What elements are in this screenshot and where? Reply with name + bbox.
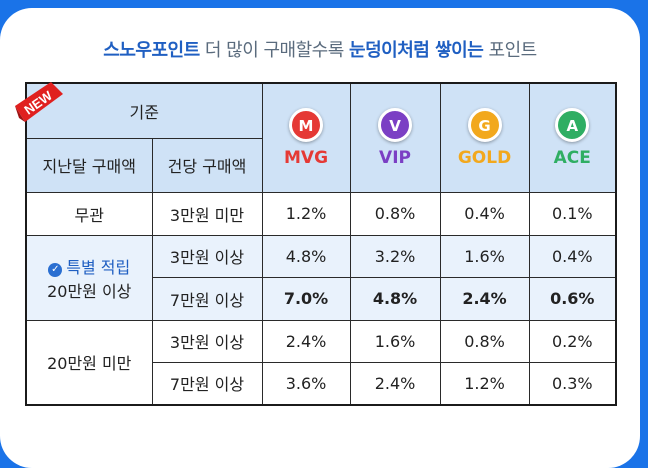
tier-name: VIP: [379, 147, 411, 168]
table-row: ✓ 특별 적립 20만원 이상 3만원 이상 4.8% 3.2% 1.6% 0.4…: [25, 234, 617, 321]
rate-cell: 1.2%: [439, 361, 530, 406]
tier-name: GOLD: [457, 147, 512, 168]
tier-header-mvg: M MVG: [261, 82, 351, 193]
rate-cell: 3.2%: [349, 234, 441, 278]
point-rate-table: 기준 M MVG V VIP G GOLD A ACE 지난달 구매액 건당 구…: [25, 82, 618, 406]
tier-name: ACE: [553, 147, 591, 168]
new-badge: NEW: [15, 82, 63, 122]
new-ribbon-shape: [15, 82, 63, 122]
per-order-header: 건당 구매액: [151, 137, 263, 193]
rate-cell: 0.3%: [528, 361, 617, 406]
rate-cell: 0.8%: [439, 319, 530, 363]
vip-tier-icon: V: [378, 107, 413, 142]
per-order-cell: 3만원 미만: [151, 191, 263, 236]
rate-cell: 1.6%: [349, 319, 441, 363]
rate-cell: 0.8%: [349, 191, 441, 236]
special-amount: 20만원 이상: [47, 281, 132, 301]
per-order-cell: 7만원 이상: [151, 361, 263, 406]
per-order-cell: 7만원 이상: [151, 276, 263, 321]
headline-part2: 포인트: [488, 40, 538, 61]
ace-tier-icon: A: [555, 107, 590, 142]
under-group-cell: 20만원 미만: [25, 319, 153, 406]
rate-cell: 4.8%: [261, 234, 351, 278]
page-headline: 스노우포인트 더 많이 구매할수록 눈덩이처럼 쌓이는 포인트: [0, 36, 640, 62]
criteria-header: 기준: [25, 82, 263, 139]
rate-cell-highlight: 7.0%: [261, 276, 351, 321]
rate-cell: 0.1%: [528, 191, 617, 236]
per-order-cell: 3만원 이상: [151, 234, 263, 278]
tier-name: MVG: [284, 147, 329, 168]
special-label: ✓ 특별 적립: [27, 254, 151, 278]
mvg-tier-icon: M: [289, 107, 324, 142]
rate-cell: 0.4%: [439, 191, 530, 236]
rate-cell: 0.2%: [528, 319, 617, 363]
table-row: 20만원 미만 3만원 이상 2.4% 1.6% 0.8% 0.2%: [25, 319, 617, 406]
tier-header-vip: V VIP: [349, 82, 441, 193]
table-row: 7만원 이상 7.0% 4.8% 2.4% 0.6%: [26, 276, 617, 321]
check-icon: ✓: [48, 262, 63, 277]
rate-cell-highlight: 2.4%: [439, 276, 530, 321]
table-row: 무관 3만원 미만 1.2% 0.8% 0.4% 0.1%: [25, 191, 617, 236]
rate-cell: 2.4%: [349, 361, 441, 406]
table-row: 7만원 이상 3.6% 2.4% 1.2% 0.3%: [26, 361, 617, 406]
tier-header-gold: G GOLD: [439, 82, 530, 193]
new-ribbon-fold: [15, 106, 25, 122]
per-order-cell: 3만원 이상: [151, 319, 263, 363]
rate-cell: 1.6%: [439, 234, 530, 278]
rate-cell: 3.6%: [261, 361, 351, 406]
rate-cell-highlight: 0.6%: [528, 276, 617, 321]
tier-header-ace: A ACE: [528, 82, 617, 193]
special-label-text: 특별 적립: [66, 257, 131, 277]
headline-brand: 스노우포인트: [103, 40, 200, 61]
special-group-cell: ✓ 특별 적립 20만원 이상: [25, 234, 153, 321]
rate-cell: 1.2%: [261, 191, 351, 236]
rate-cell-highlight: 4.8%: [349, 276, 441, 321]
last-month-cell: 무관: [25, 191, 153, 236]
last-month-header: 지난달 구매액: [25, 137, 153, 193]
headline-part1: 더 많이 구매할수록: [204, 40, 344, 61]
headline-highlight: 눈덩이처럼 쌓이는: [349, 40, 484, 61]
rate-cell: 0.4%: [528, 234, 617, 278]
gold-tier-icon: G: [467, 107, 502, 142]
rate-cell: 2.4%: [261, 319, 351, 363]
